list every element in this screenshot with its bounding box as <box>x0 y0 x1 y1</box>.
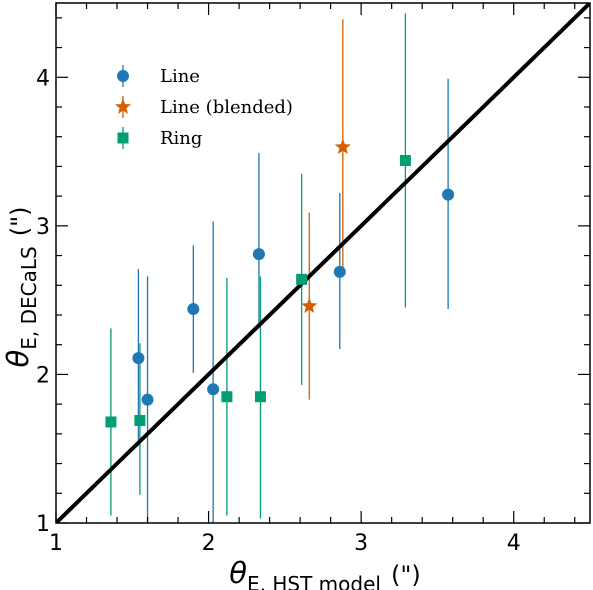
data-point <box>141 393 154 406</box>
data-point <box>132 352 145 365</box>
y-axis-label: θE, DECaLS (") <box>1 207 41 368</box>
legend-label: Ring <box>160 128 202 149</box>
y-axis-symbol: θ <box>1 349 35 367</box>
data-point <box>187 303 200 316</box>
x-tick-label: 1 <box>49 531 63 556</box>
data-point <box>334 138 351 154</box>
data-point <box>105 416 117 428</box>
data-point <box>301 297 318 313</box>
legend-marker <box>117 132 129 144</box>
x-tick-label: 2 <box>202 531 216 556</box>
x-axis-unit: (") <box>391 561 421 589</box>
legend-label: Line (blended) <box>160 97 293 118</box>
y-axis-subscript: E, DECaLS <box>17 246 41 349</box>
data-point <box>221 391 233 403</box>
one-to-one-line <box>56 3 590 523</box>
data-point <box>254 391 266 403</box>
data-point <box>134 414 146 426</box>
data-point <box>399 154 411 166</box>
y-tick-label: 4 <box>36 66 50 91</box>
legend-marker <box>114 98 132 114</box>
y-tick-label: 1 <box>36 512 50 537</box>
legend: Line Line (blended) Ring <box>114 65 293 149</box>
legend-label: Line <box>160 66 200 87</box>
x-tick-label: 3 <box>354 531 368 556</box>
data-point <box>442 188 455 201</box>
data-point <box>252 248 265 261</box>
x-axis-label: θE, HST model (") <box>229 556 420 590</box>
data-point <box>207 383 220 396</box>
data-point <box>296 273 308 285</box>
y-axis-unit: (") <box>6 207 34 237</box>
y-tick-label: 2 <box>36 363 50 388</box>
x-tick-label: 4 <box>507 531 521 556</box>
y-tick-label: 3 <box>36 215 50 240</box>
x-axis-symbol: θ <box>229 556 247 590</box>
legend-marker <box>117 70 129 82</box>
plot-frame <box>55 2 591 524</box>
data-point <box>333 265 346 278</box>
x-axis-subscript: E, HST model <box>247 572 381 590</box>
